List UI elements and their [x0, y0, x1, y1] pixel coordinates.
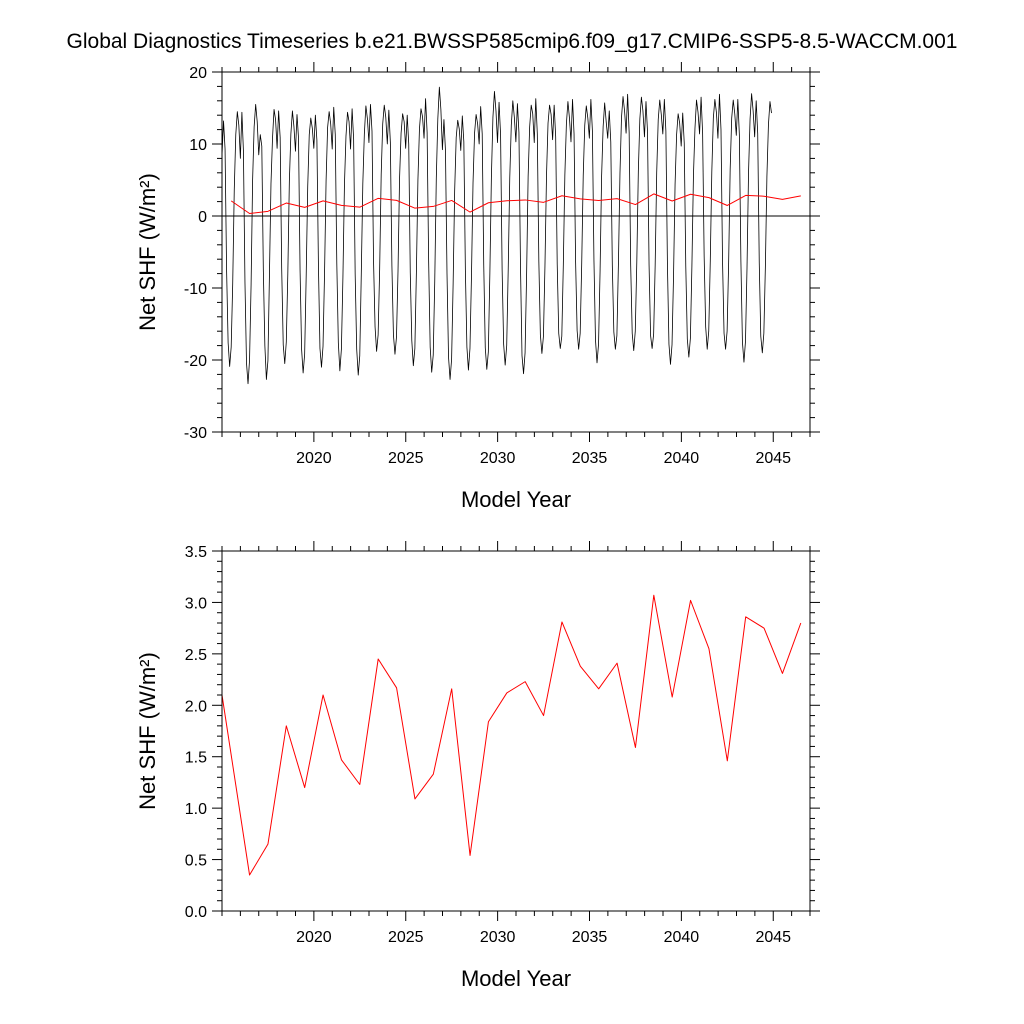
x-tick-label: 2040 [664, 929, 700, 946]
y-tick-label: 3.5 [185, 544, 207, 561]
x-tick-label: 2030 [480, 929, 516, 946]
y-tick-label: 0.0 [185, 904, 207, 921]
y-tick-label: -20 [184, 353, 207, 370]
top-panel-net-shf: 2020 2025 2030 2035 2040 2045 -30 -20 -10 0 10 20 Mo… [135, 62, 820, 512]
y-tick-label: 20 [189, 65, 207, 82]
y-tick-label: 2.0 [185, 698, 207, 715]
y-tick-label: 2.5 [185, 647, 207, 664]
page-title: Global Diagnostics Timeseries b.e21.BWSS… [66, 30, 958, 53]
x-tick-label: 2020 [296, 929, 332, 946]
x-tick-label: 2035 [572, 450, 608, 467]
x-tick-label: 2040 [664, 450, 700, 467]
plot-frame [221, 550, 811, 912]
y-tick-label: 3.0 [185, 595, 207, 612]
x-axis-title: Model Year [461, 487, 571, 512]
x-axis-title: Model Year [461, 966, 571, 991]
x-tick-label: 2020 [296, 450, 332, 467]
y-tick-label: -10 [184, 281, 207, 298]
y-tick-label: -30 [184, 425, 207, 442]
series-line-annual [221, 594, 802, 876]
bottom-panel-net-shf-annual: 2020 2025 2030 2035 2040 2045 0.0 0.5 1.0 1.5 2.0 2… [135, 541, 820, 991]
series-line-monthly [221, 86, 772, 385]
y-tick-label: 1.0 [185, 801, 207, 818]
x-tick-label: 2035 [572, 929, 608, 946]
y-axis-title: Net SHF (W/m²) [135, 652, 160, 810]
y-tick-label: 1.5 [185, 750, 207, 767]
y-tick-label: 0.5 [185, 853, 207, 870]
series-line-annual [230, 193, 801, 214]
y-tick-label: 10 [189, 137, 207, 154]
y-axis-title: Net SHF (W/m²) [135, 173, 160, 331]
x-tick-label: 2030 [480, 450, 516, 467]
y-tick-label: 0 [198, 209, 207, 226]
x-tick-label: 2025 [388, 450, 424, 467]
x-tick-label: 2045 [755, 929, 791, 946]
x-tick-label: 2025 [388, 929, 424, 946]
x-tick-label: 2045 [755, 450, 791, 467]
